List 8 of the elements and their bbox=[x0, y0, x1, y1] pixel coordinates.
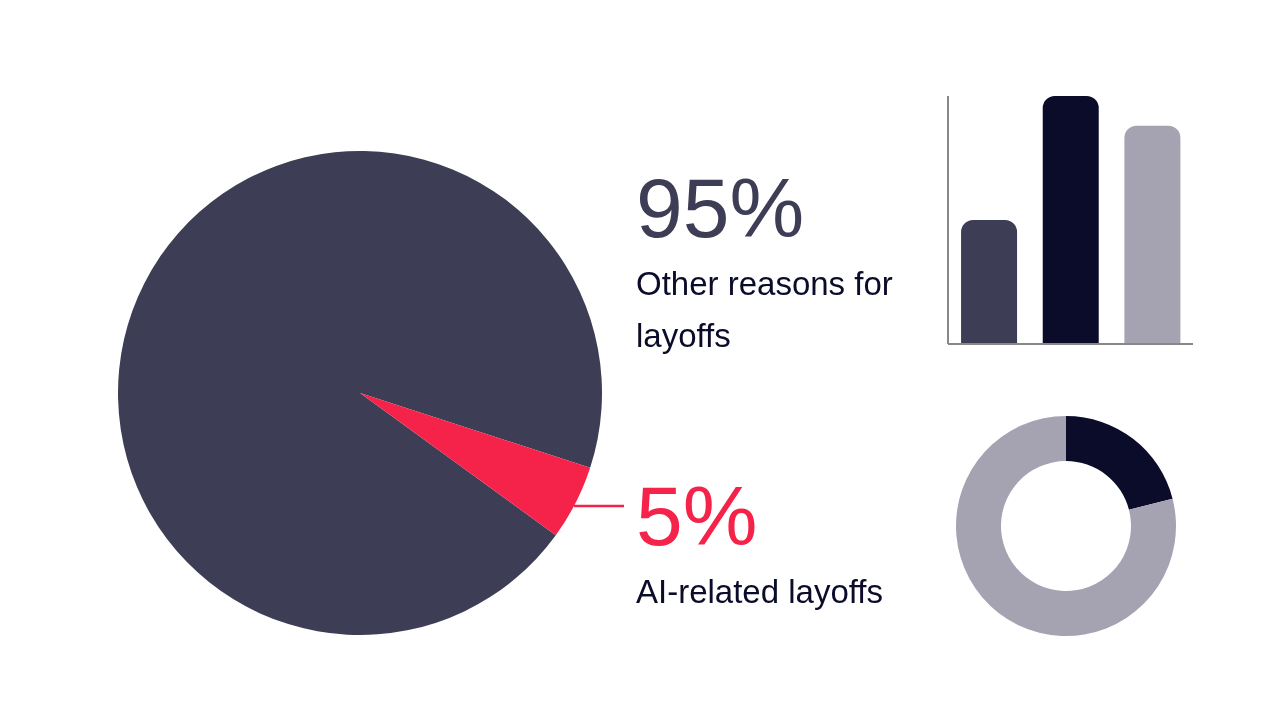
pie-slice bbox=[118, 151, 602, 635]
data-label: 5% bbox=[636, 468, 759, 565]
data-label: 95% bbox=[636, 160, 806, 257]
pie-slice bbox=[360, 393, 591, 536]
slice-label: Other reasons for layoffs bbox=[636, 264, 894, 356]
donut-slice bbox=[956, 416, 1176, 636]
donut-slice bbox=[1066, 416, 1173, 510]
slice-label: AI-related layoffs bbox=[636, 572, 885, 612]
